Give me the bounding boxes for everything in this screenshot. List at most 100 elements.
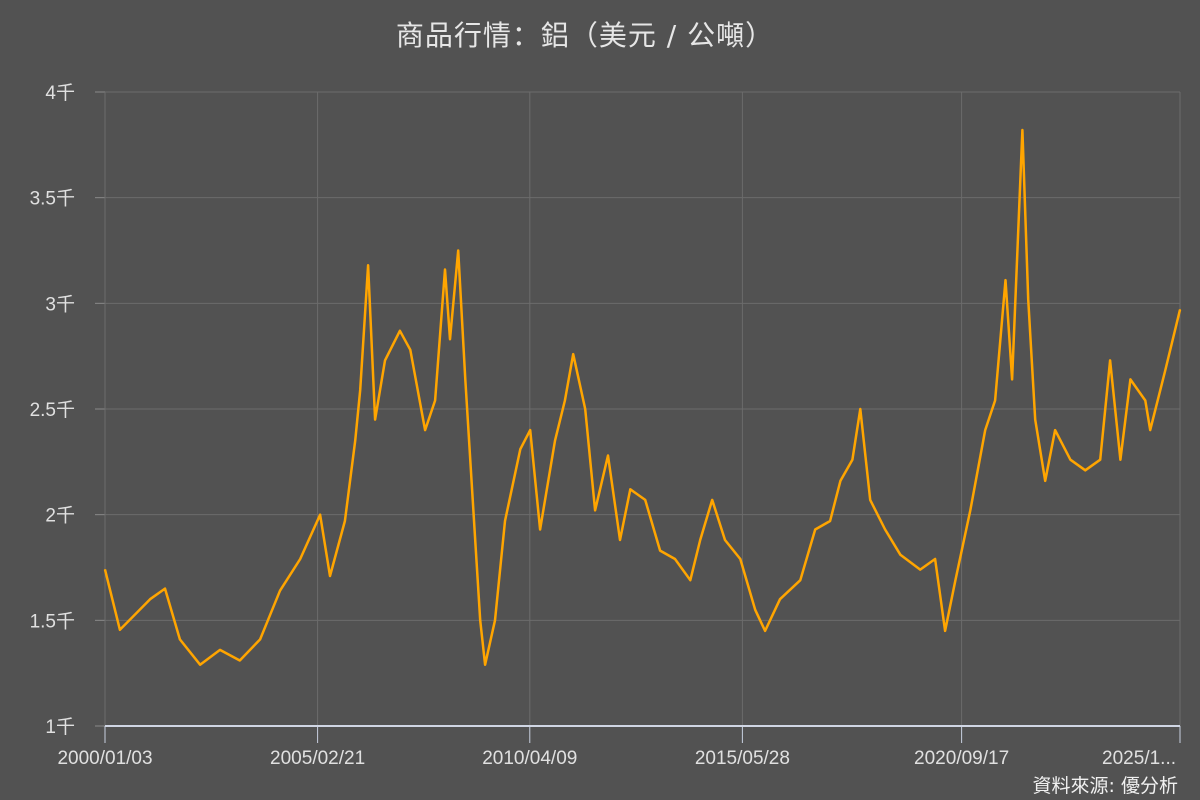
data-point xyxy=(1069,458,1072,461)
data-point xyxy=(529,429,532,431)
data-point xyxy=(584,408,587,410)
data-point xyxy=(724,539,726,541)
data-point xyxy=(829,520,831,522)
data-point xyxy=(519,448,522,450)
data-point xyxy=(199,663,201,666)
x-tick-label: 2020/09/17 xyxy=(914,748,1009,769)
data-point xyxy=(279,589,281,592)
data-point xyxy=(564,399,566,402)
x-tick-label: 2005/02/21 xyxy=(270,748,365,769)
data-point xyxy=(711,499,713,501)
data-point xyxy=(119,629,121,631)
data-point xyxy=(239,659,241,662)
data-point xyxy=(984,429,986,431)
data-point xyxy=(869,499,871,501)
data-point xyxy=(607,454,609,457)
data-point xyxy=(484,663,486,666)
source-credit: 資料來源: 優分析 xyxy=(1032,775,1178,797)
data-point xyxy=(799,579,802,581)
data-point xyxy=(479,619,481,622)
data-point xyxy=(1027,298,1030,300)
data-point xyxy=(259,638,261,641)
data-point xyxy=(1129,378,1132,381)
y-tick-label: 3千 xyxy=(45,293,75,315)
data-point xyxy=(1084,469,1087,472)
data-point xyxy=(367,264,369,267)
series-line-aluminum xyxy=(103,128,1182,666)
data-point xyxy=(504,520,506,522)
data-point xyxy=(1034,418,1037,421)
data-point xyxy=(739,558,742,560)
data-point xyxy=(464,378,467,381)
data-point xyxy=(319,513,321,516)
data-point xyxy=(689,579,692,581)
data-point xyxy=(814,528,816,531)
data-point xyxy=(1164,370,1166,372)
data-point xyxy=(344,520,346,522)
data-point xyxy=(399,330,401,332)
x-tick-label: 2010/04/09 xyxy=(482,748,577,769)
data-point xyxy=(554,439,556,442)
data-point xyxy=(779,598,781,600)
data-point xyxy=(1144,399,1147,402)
chart-title: 商品行情：鋁（美元 / 公噸） xyxy=(395,19,775,52)
data-point xyxy=(149,598,151,600)
data-point xyxy=(754,608,757,611)
data-point xyxy=(219,649,221,651)
y-tick-label: 3.5千 xyxy=(30,188,75,210)
x-tick-label: 2015/05/28 xyxy=(695,748,790,769)
data-point xyxy=(994,399,996,402)
data-point xyxy=(409,349,412,351)
data-point xyxy=(1099,458,1101,461)
data-point xyxy=(851,458,854,461)
data-point xyxy=(594,509,596,512)
data-point xyxy=(699,539,702,541)
data-point xyxy=(299,558,302,560)
data-point xyxy=(104,568,106,571)
data-point xyxy=(899,554,902,556)
data-point xyxy=(164,587,166,590)
data-point xyxy=(1054,429,1056,431)
data-point xyxy=(424,429,426,431)
data-point xyxy=(659,549,661,552)
data-point xyxy=(934,558,936,560)
y-tick-label: 2.5千 xyxy=(30,399,75,421)
data-point xyxy=(644,499,646,501)
data-point xyxy=(839,480,842,482)
y-tick-label: 1.5千 xyxy=(30,610,75,632)
x-tick-label: 2025/1... xyxy=(1102,748,1176,769)
data-point xyxy=(1004,279,1007,281)
data-point xyxy=(884,528,886,531)
data-point xyxy=(179,638,181,641)
data-point xyxy=(1109,359,1111,362)
y-tick-label: 4千 xyxy=(45,82,75,104)
data-point xyxy=(329,575,331,577)
data-point xyxy=(954,579,957,581)
data-point xyxy=(539,528,541,531)
data-point xyxy=(572,353,575,355)
y-tick-label: 2千 xyxy=(45,505,75,527)
data-point xyxy=(1179,308,1181,311)
data-point xyxy=(969,509,972,512)
data-point xyxy=(1011,378,1013,381)
data-point xyxy=(859,408,862,410)
data-point xyxy=(354,439,357,442)
data-point xyxy=(919,568,922,571)
data-point xyxy=(1021,129,1024,131)
data-point xyxy=(494,619,496,622)
data-point xyxy=(374,418,376,421)
y-tick-label: 1千 xyxy=(45,716,75,738)
data-point xyxy=(434,399,436,402)
data-point xyxy=(449,338,451,341)
data-point xyxy=(1119,458,1122,461)
data-point xyxy=(359,389,362,391)
x-tick-label: 2000/01/03 xyxy=(57,748,152,769)
data-point xyxy=(474,539,476,541)
data-point xyxy=(764,630,766,632)
data-point xyxy=(629,488,632,491)
data-point xyxy=(444,268,446,271)
data-point xyxy=(944,630,946,632)
data-point xyxy=(457,249,460,252)
data-point xyxy=(384,359,386,362)
